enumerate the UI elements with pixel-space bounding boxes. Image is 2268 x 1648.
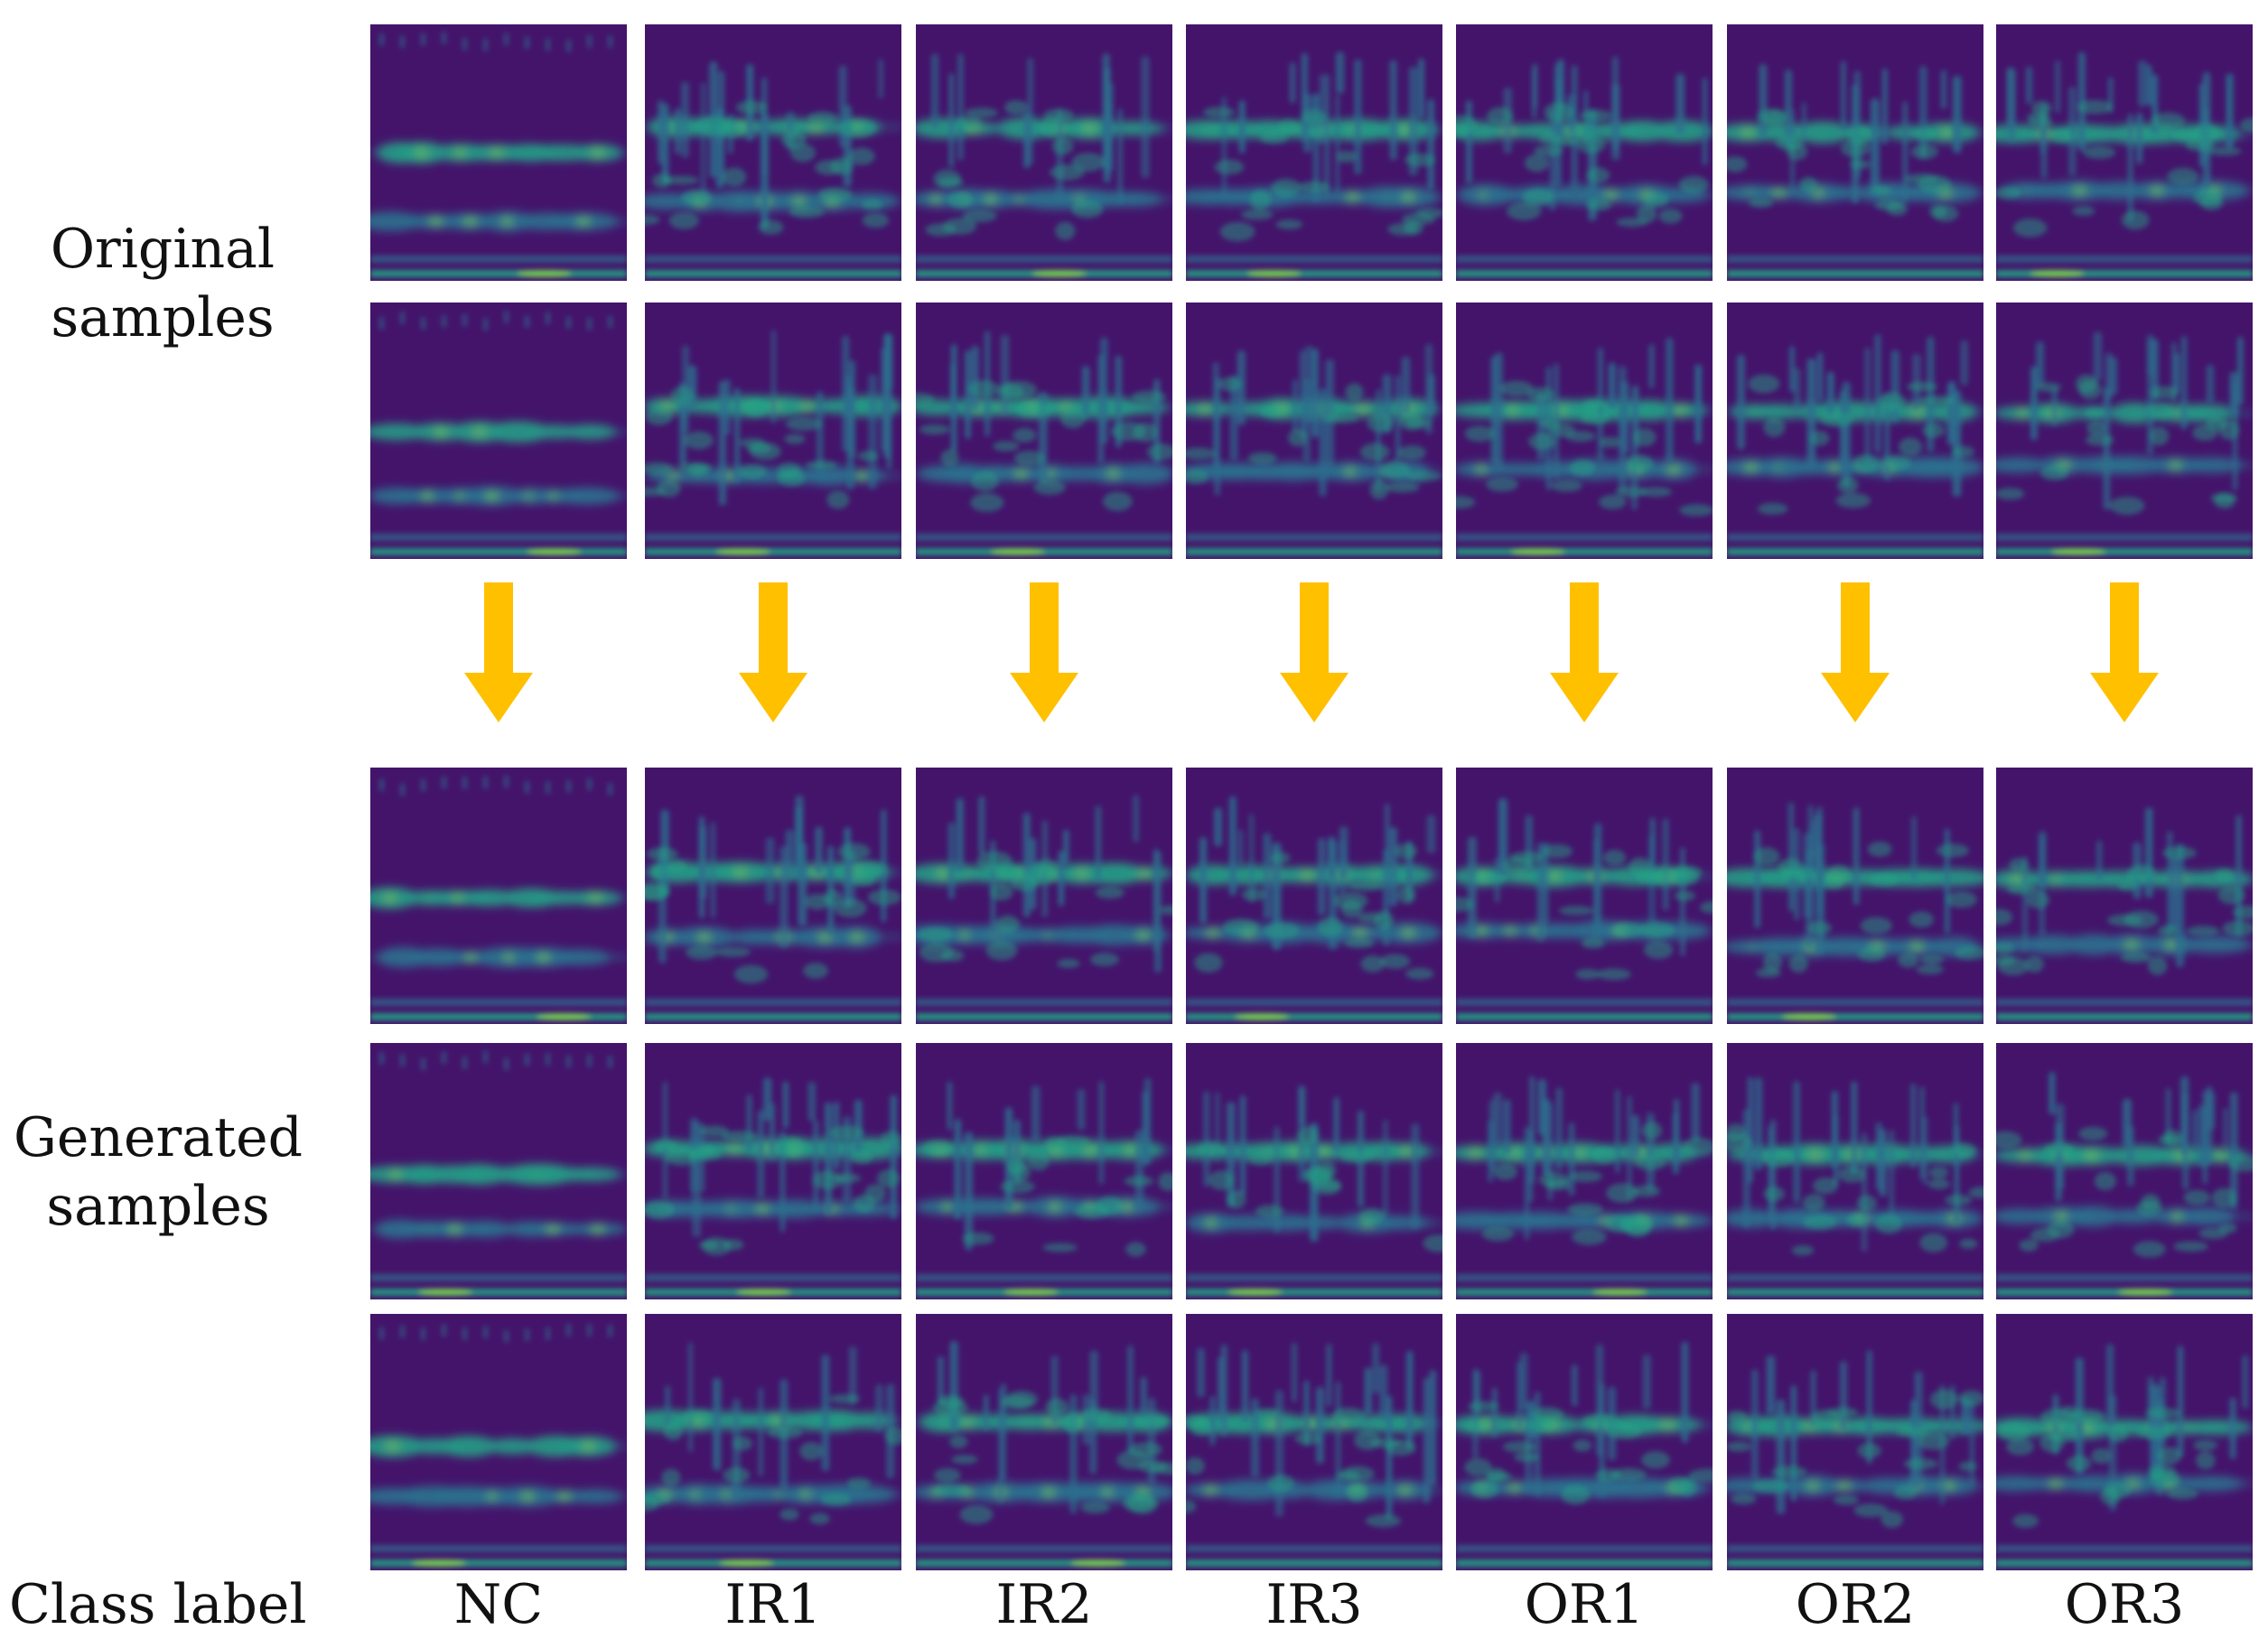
down-arrow-icon	[739, 582, 807, 722]
original-spectrogram-or3	[1996, 303, 2253, 559]
generated-spectrogram-ir3	[1186, 1043, 1442, 1299]
generated-spectrogram-ir1	[645, 768, 901, 1024]
class-label-nc: NC	[453, 1573, 544, 1636]
generated-spectrogram-or1	[1456, 768, 1713, 1024]
generated-spectrogram-ir3	[1186, 768, 1442, 1024]
original-spectrogram-ir3	[1186, 303, 1442, 559]
class-label-ir1: IR1	[724, 1573, 822, 1636]
generated-spectrogram-ir3	[1186, 1314, 1442, 1570]
generated-spectrogram-or3	[1996, 768, 2253, 1024]
original-spectrogram-ir1	[645, 24, 901, 281]
original-spectrogram-or1	[1456, 303, 1713, 559]
generated-spectrogram-ir2	[916, 1314, 1172, 1570]
class-label-title: Class label	[9, 1573, 307, 1636]
class-label-or1: OR1	[1524, 1573, 1645, 1636]
generated-spectrogram-ir2	[916, 1043, 1172, 1299]
class-label-ir3: IR3	[1265, 1573, 1363, 1636]
original-samples-label: Original samples	[18, 215, 307, 352]
down-arrow-icon	[1821, 582, 1890, 722]
original-spectrogram-ir1	[645, 303, 901, 559]
generated-spectrogram-nc	[370, 1314, 627, 1570]
class-label-or3: OR3	[2064, 1573, 2185, 1636]
original-spectrogram-ir3	[1186, 24, 1442, 281]
generated-spectrogram-or2	[1727, 1314, 1983, 1570]
generated-spectrogram-nc	[370, 1043, 627, 1299]
original-spectrogram-or2	[1727, 24, 1983, 281]
generated-spectrogram-or2	[1727, 768, 1983, 1024]
generated-spectrogram-or3	[1996, 1314, 2253, 1570]
generated-spectrogram-ir1	[645, 1043, 901, 1299]
generated-spectrogram-ir1	[645, 1314, 901, 1570]
original-spectrogram-or3	[1996, 24, 2253, 281]
down-arrow-icon	[2090, 582, 2159, 722]
down-arrow-icon	[1280, 582, 1349, 722]
generated-label-line2: samples	[46, 1175, 270, 1238]
generated-label-line1: Generated	[13, 1106, 303, 1169]
down-arrow-icon	[1550, 582, 1619, 722]
original-spectrogram-ir2	[916, 303, 1172, 559]
original-spectrogram-or1	[1456, 24, 1713, 281]
original-spectrogram-ir2	[916, 24, 1172, 281]
original-label-line2: samples	[51, 286, 275, 349]
class-label-ir2: IR2	[995, 1573, 1093, 1636]
generated-spectrogram-or3	[1996, 1043, 2253, 1299]
original-spectrogram-or2	[1727, 303, 1983, 559]
generated-spectrogram-or1	[1456, 1043, 1713, 1299]
down-arrow-icon	[464, 582, 533, 722]
generated-spectrogram-or1	[1456, 1314, 1713, 1570]
original-spectrogram-nc	[370, 24, 627, 281]
generated-spectrogram-nc	[370, 768, 627, 1024]
original-spectrogram-nc	[370, 303, 627, 559]
generated-samples-label: Generated samples	[9, 1103, 307, 1241]
original-label-line1: Original	[50, 218, 275, 281]
generated-spectrogram-ir2	[916, 768, 1172, 1024]
generated-spectrogram-or2	[1727, 1043, 1983, 1299]
down-arrow-icon	[1010, 582, 1078, 722]
class-label-or2: OR2	[1795, 1573, 1916, 1636]
